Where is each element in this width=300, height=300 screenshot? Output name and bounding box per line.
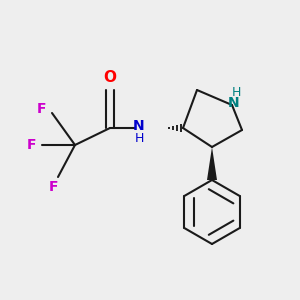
Text: F: F bbox=[37, 102, 47, 116]
Text: H: H bbox=[231, 86, 241, 100]
Text: N: N bbox=[133, 119, 145, 133]
Text: F: F bbox=[27, 138, 37, 152]
Text: F: F bbox=[49, 180, 59, 194]
Text: O: O bbox=[103, 70, 116, 86]
Polygon shape bbox=[207, 147, 217, 180]
Text: H: H bbox=[134, 131, 144, 145]
Text: N: N bbox=[228, 96, 240, 110]
